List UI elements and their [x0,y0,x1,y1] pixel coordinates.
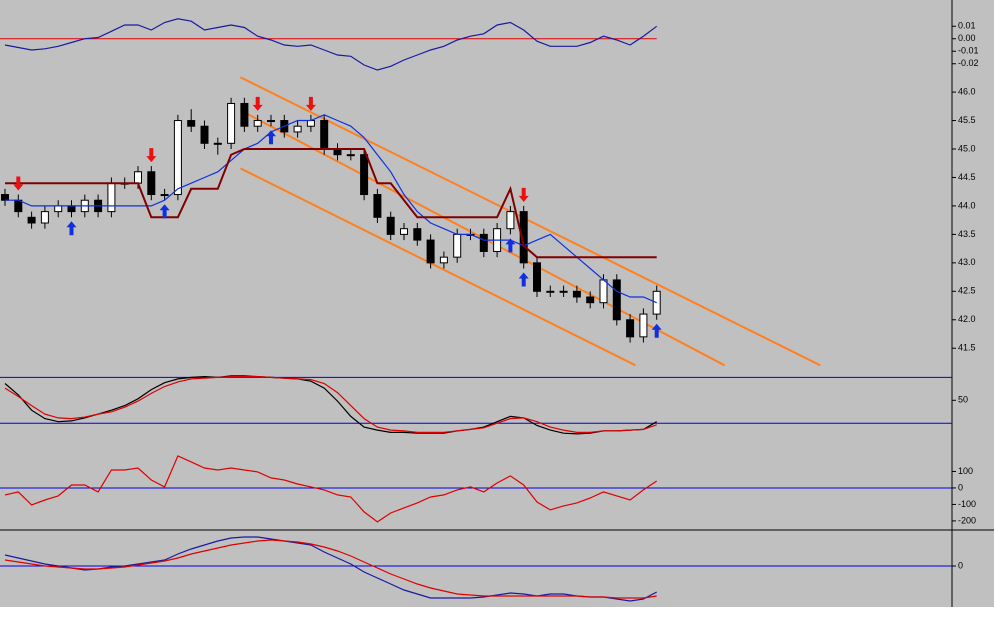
buy-arrow [266,130,276,145]
indicator-line [4,536,657,602]
channel-line [239,76,821,367]
indicator-line [4,376,657,433]
candle-body [213,142,222,145]
candle-body [54,205,63,213]
buy-arrow [66,221,77,236]
candle-body [586,296,595,304]
y-tick-label: 100 [958,466,973,476]
candle-body [134,171,142,184]
candle-body [612,279,621,321]
candle-body [200,125,209,144]
indicator-line [5,114,657,304]
candle-body [253,120,262,127]
candle-body [439,256,448,264]
candle-body [320,120,329,150]
buy-arrow [651,323,662,338]
buy-arrow [159,204,170,219]
y-tick-label: 42.5 [958,286,976,296]
y-tick-label: 0 [958,560,963,570]
indicator-line [4,455,658,523]
candle-body [626,319,635,338]
candle-body [572,290,581,298]
channel-line [239,167,636,367]
candle-body [360,154,369,196]
sell-arrow [518,187,529,202]
y-tick-label: 41.5 [958,343,976,353]
buy-arrow [505,238,516,253]
candle-body [519,211,528,264]
candle-body [1,194,9,201]
y-tick-label: 46.0 [958,86,976,96]
candle-body [293,125,302,133]
candle-body [559,290,568,293]
indicator-line [5,148,657,259]
candle-body [147,171,156,196]
candle-body [267,120,275,123]
candle-body [306,120,315,127]
y-tick-label: 0.01 [958,21,976,31]
y-tick-label: 45.0 [958,143,976,153]
candle-body [599,279,608,304]
candle-body [546,290,555,293]
candle-body [107,182,116,213]
y-tick-label: -200 [958,515,976,525]
candle-body [67,205,76,213]
y-tick-label: -100 [958,499,976,509]
candle-body [346,154,355,157]
indicator-line [4,375,658,435]
y-tick-label: -0.01 [958,46,979,56]
candle-body [426,239,435,264]
y-tick-label: 45.5 [958,115,976,125]
candle-body [453,233,462,258]
candle-body [160,194,169,197]
candle-body [240,102,249,127]
y-tick-label: 43.0 [958,257,976,267]
y-tick-label: 0 [958,482,963,492]
sell-arrow [252,96,263,111]
y-tick-label: -0.02 [958,58,979,68]
sell-arrow [146,148,157,163]
candle-body [413,228,422,241]
candle-body [373,194,382,218]
y-tick-label: 50 [958,395,968,405]
y-tick-label: 44.0 [958,200,976,210]
y-tick-label: 0.00 [958,33,976,43]
y-tick-label: 44.5 [958,172,976,182]
candle-body [400,228,408,235]
y-tick-label: 43.5 [958,229,976,239]
buy-arrow [518,272,529,287]
indicator-line [4,18,658,71]
candle-body [227,102,236,144]
sell-arrow [13,176,24,191]
candle-body [14,199,23,213]
indicator-line [4,539,657,599]
candle-body [479,233,488,252]
candle-body [386,216,395,235]
y-tick-label: 42.0 [958,314,976,324]
sell-arrow [305,96,316,111]
candle-body [40,211,49,224]
candle-body [639,313,648,338]
candle-body [533,262,541,292]
candle-body [27,216,36,224]
candle-body [187,120,196,127]
candle-body [173,120,182,196]
candle-body [506,211,515,230]
